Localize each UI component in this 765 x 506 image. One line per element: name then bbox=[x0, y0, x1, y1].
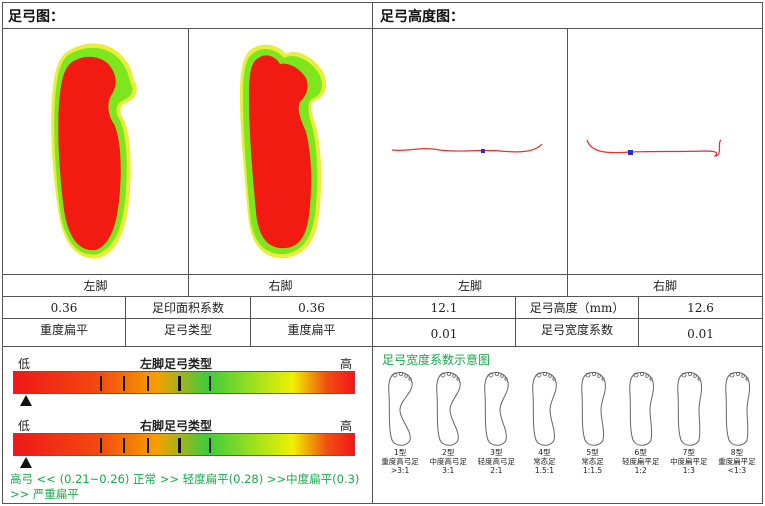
right-footprint-label: 右脚 bbox=[268, 279, 293, 293]
foot-type-desc: 中度高弓足 bbox=[429, 457, 467, 466]
right-height-value: 12.6 bbox=[687, 300, 714, 315]
right-scale-low-label: 低 bbox=[18, 419, 31, 433]
arch-width-label: 足弓宽度系数 bbox=[540, 322, 613, 337]
width-diagram-title: 足弓宽度系数示意图 bbox=[382, 353, 491, 367]
left-scale-title: 左脚足弓类型 bbox=[140, 357, 213, 371]
foot-type-ratio: 1.5:1 bbox=[534, 466, 555, 475]
area-coefficient-label: 足印面积系数 bbox=[151, 301, 224, 315]
footprint-section-title: 足弓图： bbox=[8, 9, 64, 25]
foot-type-item: 7型 中度扁平足 1:3 bbox=[666, 370, 712, 475]
foot-outline-icon bbox=[388, 371, 413, 446]
foot-outline-icon bbox=[532, 371, 558, 446]
foot-type-name: 8型 bbox=[730, 448, 744, 457]
right-type-value: 重度扁平 bbox=[287, 322, 336, 337]
foot-type-ratio: 3:1 bbox=[442, 466, 455, 475]
foot-type-item: 8型 重度扁平足 <1:3 bbox=[714, 370, 760, 475]
right-footprint bbox=[230, 40, 340, 262]
foot-outline-icon bbox=[484, 371, 510, 446]
foot-type-item: 2型 中度高弓足 3:1 bbox=[425, 370, 471, 475]
foot-type-desc: 轻度扁平足 bbox=[621, 457, 660, 466]
foot-outline-icon bbox=[628, 371, 654, 446]
foot-type-name: 1型 bbox=[393, 448, 407, 457]
right-arch-type-marker bbox=[20, 457, 32, 468]
scale-tick bbox=[147, 376, 149, 391]
left-arch-height-plot bbox=[380, 130, 560, 170]
foot-type-name: 2型 bbox=[442, 448, 455, 457]
right-arch-label: 右脚 bbox=[652, 279, 677, 293]
arch-type-label: 足弓类型 bbox=[163, 322, 212, 337]
left-arch-marker bbox=[481, 149, 485, 153]
foot-outline-icon bbox=[677, 371, 702, 446]
right-arch-height-plot bbox=[575, 130, 755, 170]
foot-type-name: 4型 bbox=[538, 448, 551, 457]
scale-tick bbox=[100, 438, 102, 453]
left-arch-type-marker bbox=[20, 395, 32, 406]
foot-type-item: 6型 轻度扁平足 1:2 bbox=[618, 370, 664, 475]
right-scale-title: 右脚足弓类型 bbox=[140, 419, 213, 433]
foot-type-desc: 中度扁平足 bbox=[670, 457, 708, 466]
left-height-value: 12.1 bbox=[430, 300, 458, 315]
left-type-value: 重度扁平 bbox=[39, 322, 88, 337]
foot-type-item: 1型 重度高弓足 >3:1 bbox=[377, 370, 423, 475]
foot-type-desc: 常态足 bbox=[581, 457, 604, 466]
arch-height-section-title: 足弓高度图： bbox=[380, 9, 464, 25]
left-arch-type-scale bbox=[13, 371, 355, 394]
foot-type-name: 7型 bbox=[682, 448, 695, 457]
foot-type-item: 3型 轻度高弓足 2:1 bbox=[473, 370, 519, 475]
left-width-value: 0.01 bbox=[430, 327, 458, 341]
foot-type-name: 3型 bbox=[490, 448, 503, 457]
arch-height-label: 足弓高度（mm） bbox=[529, 301, 625, 315]
left-footprint bbox=[40, 40, 150, 262]
right-width-value: 0.01 bbox=[687, 327, 714, 341]
foot-type-ratio: >3:1 bbox=[390, 466, 410, 475]
scale-tick bbox=[123, 376, 125, 391]
foot-type-desc: 重度扁平足 bbox=[718, 457, 756, 466]
scale-tick bbox=[100, 376, 102, 391]
foot-type-name: 6型 bbox=[634, 448, 647, 457]
left-arch-label: 左脚 bbox=[457, 279, 482, 293]
left-area-value: 0.36 bbox=[50, 300, 78, 315]
foot-type-desc: 常态足 bbox=[533, 457, 556, 466]
arch-width-diagram: 1型 重度高弓足 >3:1 2型 中度高弓足 3:1 3型 轻度高弓足 2:1 4型 常态足 1.5:… bbox=[376, 370, 761, 502]
scale-tick bbox=[147, 438, 149, 453]
right-area-value: 0.36 bbox=[298, 300, 325, 315]
foot-type-ratio: 1:2 bbox=[634, 466, 647, 475]
foot-type-name: 5型 bbox=[586, 448, 599, 457]
foot-type-ratio: 2:1 bbox=[490, 466, 503, 475]
foot-type-desc: 重度高弓足 bbox=[381, 457, 419, 466]
foot-type-ratio: 1:1.5 bbox=[582, 466, 603, 475]
scale-tick bbox=[178, 438, 181, 453]
foot-type-item: 4型 常态足 1.5:1 bbox=[521, 370, 567, 475]
foot-type-item: 5型 常态足 1:1.5 bbox=[570, 370, 616, 475]
scale-tick bbox=[209, 438, 211, 453]
right-arch-marker bbox=[628, 150, 633, 155]
arch-type-legend: 高弓 << (0.21~0.26) 正常 >> 轻度扁平(0.28) >>中度扁… bbox=[10, 472, 360, 501]
foot-outline-icon bbox=[725, 371, 750, 446]
foot-type-ratio: 1:3 bbox=[682, 466, 695, 475]
foot-type-desc: 轻度高弓足 bbox=[477, 457, 516, 466]
scale-tick bbox=[123, 438, 125, 453]
foot-outline-icon bbox=[436, 371, 461, 446]
right-scale-high-label: 高 bbox=[340, 419, 353, 433]
foot-outline-icon bbox=[580, 371, 606, 446]
left-footprint-label: 左脚 bbox=[83, 279, 108, 293]
right-arch-type-scale bbox=[13, 433, 355, 456]
left-scale-low-label: 低 bbox=[18, 357, 31, 371]
scale-tick bbox=[178, 376, 181, 391]
left-scale-high-label: 高 bbox=[340, 357, 353, 371]
scale-tick bbox=[209, 376, 211, 391]
foot-type-ratio: <1:3 bbox=[727, 466, 747, 475]
